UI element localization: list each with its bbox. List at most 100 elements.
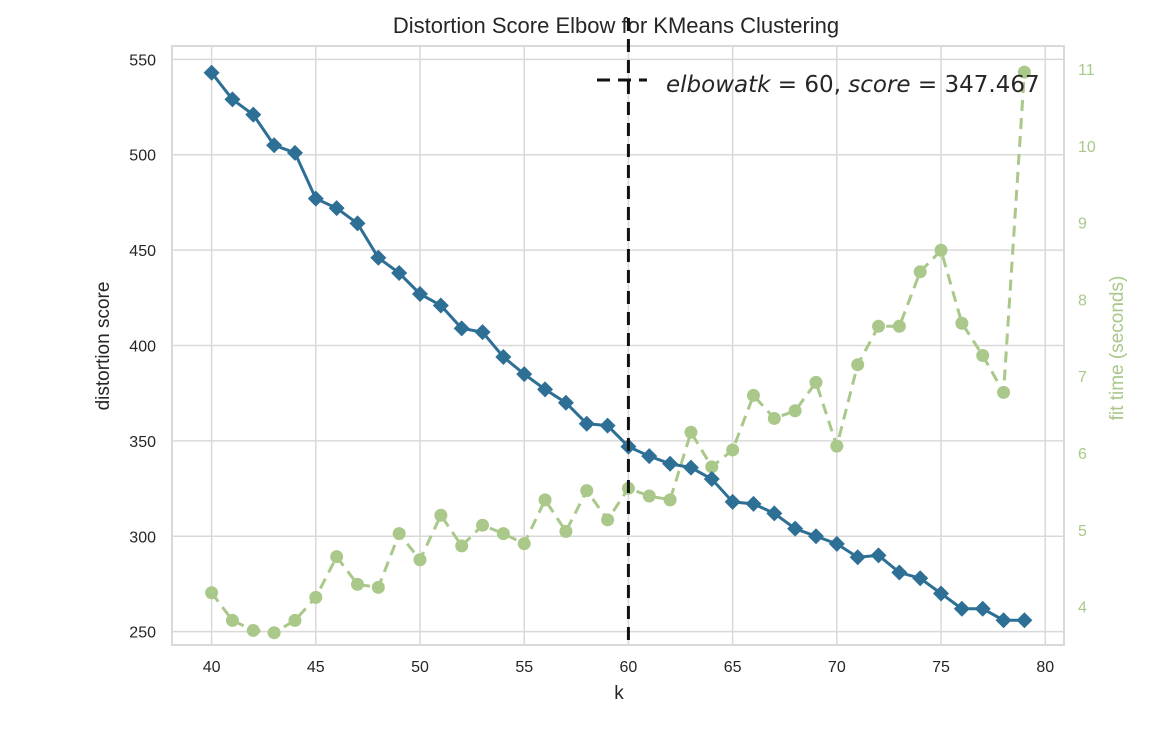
- fit-time-point: [997, 385, 1011, 399]
- distortion-point: [370, 249, 387, 266]
- distortion-point: [391, 265, 408, 282]
- distortion-point: [516, 366, 533, 383]
- distortion-point: [453, 320, 470, 337]
- fit-time-point: [955, 316, 969, 330]
- distortion-point: [662, 455, 679, 472]
- distortion-point: [432, 297, 449, 314]
- legend-label: elbowatk = 60, score = 347.467: [666, 72, 1040, 98]
- distortion-point: [641, 448, 658, 465]
- fit-time-point: [663, 493, 677, 507]
- x-tick-label: 70: [828, 659, 846, 676]
- distortion-point: [537, 381, 554, 398]
- fit-time-point: [517, 537, 531, 551]
- distortion-point: [224, 91, 241, 108]
- y-right-tick-label: 8: [1078, 292, 1087, 309]
- distortion-point: [557, 394, 574, 411]
- fit-time-point: [892, 319, 906, 333]
- distortion-point: [328, 200, 345, 217]
- legend: elbowatk = 60, score = 347.467: [597, 72, 1040, 98]
- y-axis-label: distortion score: [93, 282, 114, 411]
- fit-time-point: [726, 443, 740, 457]
- distortion-point: [953, 600, 970, 617]
- fit-time-point: [746, 388, 760, 402]
- chart-title: Distortion Score Elbow for KMeans Cluste…: [393, 13, 839, 38]
- fit-time-point: [455, 539, 469, 553]
- y-tick-label: 250: [129, 625, 156, 642]
- distortion-point: [307, 190, 324, 207]
- y-tick-label: 500: [129, 148, 156, 165]
- fit-time-point: [851, 358, 865, 372]
- fit-time-point: [934, 243, 948, 257]
- distortion-point: [849, 549, 866, 566]
- distortion-point: [266, 137, 283, 154]
- y-axis-right-label: fit time (seconds): [1107, 276, 1128, 421]
- fit-time-point: [288, 613, 302, 627]
- x-tick-label: 50: [411, 659, 429, 676]
- fit-time-point: [538, 493, 552, 507]
- fit-time-point: [496, 527, 510, 541]
- y-right-tick-label: 7: [1078, 369, 1087, 386]
- fit-time-point: [809, 375, 823, 389]
- distortion-point: [787, 520, 804, 537]
- distortion-point: [349, 215, 366, 232]
- distortion-point: [599, 417, 616, 434]
- fit-time-line: [210, 72, 1026, 635]
- fit-time-point: [705, 460, 719, 474]
- fit-time-point: [267, 626, 281, 640]
- distortion-point: [912, 570, 929, 587]
- fit-time-point: [434, 508, 448, 522]
- fit-time-point: [476, 518, 490, 532]
- x-tick-label: 65: [724, 659, 742, 676]
- x-tick-label: 75: [932, 659, 950, 676]
- fit-time-point: [350, 577, 364, 591]
- distortion-point: [995, 612, 1012, 629]
- fit-time-point: [580, 484, 594, 498]
- fit-time-point: [642, 489, 656, 503]
- y-tick-label: 550: [129, 52, 156, 69]
- legend-label-score-value: = 347.467: [911, 72, 1040, 98]
- fit-time-point: [913, 265, 927, 279]
- x-tick-label: 80: [1036, 659, 1054, 676]
- x-tick-label: 45: [307, 659, 325, 676]
- fit-time-point: [413, 553, 427, 567]
- y-right-tick-label: 10: [1078, 139, 1096, 156]
- distortion-point: [703, 471, 720, 488]
- distortion-point: [286, 144, 303, 161]
- fit-time-point: [392, 527, 406, 541]
- y-right-tick-label: 11: [1078, 62, 1095, 79]
- y-tick-label: 400: [129, 339, 156, 356]
- distortion-point: [724, 493, 741, 510]
- distortion-point: [682, 459, 699, 476]
- fit-time-point: [872, 319, 886, 333]
- fit-time-point: [767, 411, 781, 425]
- distortion-point: [474, 324, 491, 341]
- fit-time-point: [976, 348, 990, 362]
- distortion-point: [495, 348, 512, 365]
- distortion-point: [245, 106, 262, 123]
- fit-time-point: [684, 425, 698, 439]
- fit-time-point: [830, 439, 844, 453]
- distortion-point: [766, 505, 783, 522]
- distortion-point: [578, 415, 595, 432]
- fit-time-point: [371, 580, 385, 594]
- y-right-tick-label: 4: [1078, 600, 1087, 617]
- fit-time-point: [205, 586, 219, 600]
- fit-time-point: [601, 513, 615, 527]
- legend-label-italic-k: elbowatk: [666, 72, 772, 98]
- y-right-tick-label: 6: [1078, 446, 1087, 463]
- distortion-line: [210, 71, 1025, 622]
- fit-time-point: [225, 613, 239, 627]
- legend-label-k-value: = 60,: [770, 72, 848, 98]
- fit-time-point: [309, 590, 323, 604]
- y-tick-label: 300: [129, 529, 156, 546]
- fit-time-point: [246, 623, 260, 637]
- fit-time-point: [1017, 65, 1031, 79]
- distortion-point: [933, 585, 950, 602]
- x-tick-label: 40: [203, 659, 221, 676]
- distortion-point: [412, 285, 429, 302]
- distortion-point: [870, 547, 887, 564]
- y-right-tick-label: 5: [1078, 523, 1087, 540]
- distortion-point: [974, 600, 991, 617]
- x-tick-label: 55: [515, 659, 533, 676]
